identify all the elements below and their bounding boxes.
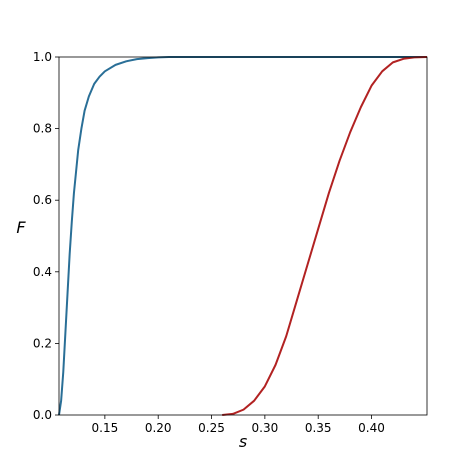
- y-tick-label: 0.4: [33, 265, 52, 279]
- y-tick-label: 0.0: [33, 408, 52, 422]
- plot-frame: [58, 56, 428, 416]
- x-tick-label: 0.35: [305, 421, 332, 435]
- y-tick-label: 0.6: [33, 193, 52, 207]
- y-axis-label: F: [16, 218, 26, 237]
- x-tick-label: 0.30: [252, 421, 279, 435]
- y-tick-label: 0.8: [33, 122, 52, 136]
- series-line-2: [222, 56, 428, 416]
- x-axis-label: s: [239, 432, 247, 451]
- series-layer: [58, 56, 428, 416]
- series-line-1: [58, 56, 427, 416]
- y-tick-label: 0.2: [33, 336, 52, 350]
- x-tick-label: 0.25: [198, 421, 225, 435]
- x-tick-label: 0.40: [358, 421, 385, 435]
- y-axis: 0.0 0.2 0.4 0.6 0.8 1.0: [33, 50, 59, 422]
- x-tick-label: 0.15: [92, 421, 119, 435]
- y-tick-label: 1.0: [33, 50, 52, 64]
- x-tick-label: 0.20: [145, 421, 172, 435]
- x-axis: 0.15 0.20 0.25 0.30 0.35 0.40: [92, 415, 385, 435]
